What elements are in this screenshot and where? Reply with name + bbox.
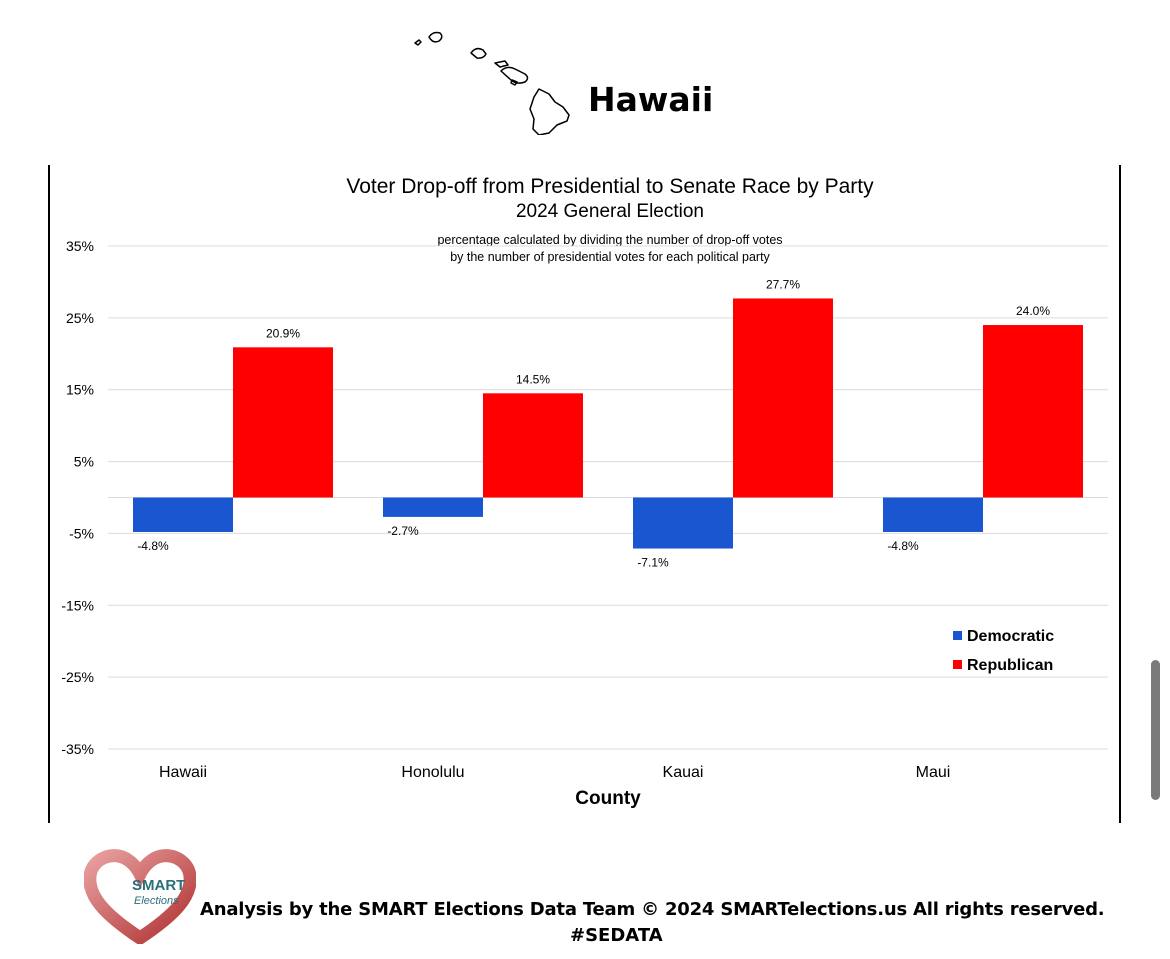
chart-panel: Voter Drop-off from Presidential to Sena… — [48, 165, 1121, 823]
bar-democratic-maui — [883, 497, 983, 532]
bar-democratic-hawaii — [133, 497, 233, 532]
data-label: 27.7% — [766, 277, 800, 291]
chart-note-line-2: by the number of presidential votes for … — [450, 250, 770, 264]
data-label: 14.5% — [516, 372, 550, 386]
chart-subtitle: 2024 General Election — [516, 201, 704, 222]
legend-label-republican: Republican — [967, 657, 1053, 674]
y-tick-label: 25% — [66, 310, 94, 326]
bar-chart: Voter Drop-off from Presidential to Sena… — [61, 175, 1108, 809]
logo-text-smart: SMART — [132, 877, 185, 894]
legend-label-democratic: Democratic — [967, 628, 1054, 645]
data-label: 20.9% — [266, 326, 300, 340]
scrollbar-thumb[interactable] — [1151, 660, 1160, 800]
logo-text-elections: Elections — [134, 895, 179, 907]
bar-republican-honolulu — [483, 393, 583, 498]
footer-hashtag: #SEDATA — [570, 925, 663, 946]
chart-title: Voter Drop-off from Presidential to Sena… — [346, 175, 874, 198]
bar-republican-kauai — [733, 298, 833, 498]
legend-swatch-republican — [953, 660, 962, 669]
data-label: -7.1% — [637, 556, 669, 570]
hawaii-islands-icon — [414, 31, 570, 135]
x-axis-title: County — [575, 788, 641, 809]
legend-swatch-democratic — [953, 631, 962, 640]
bar-republican-hawaii — [233, 347, 333, 498]
bar-republican-maui — [983, 325, 1083, 498]
y-tick-label: 35% — [66, 238, 94, 254]
page-title: Hawaii — [588, 80, 714, 119]
smart-elections-logo: SMART Elections — [84, 849, 196, 944]
bar-democratic-kauai — [633, 497, 733, 549]
x-tick-label: Hawaii — [159, 764, 207, 781]
data-label: -2.7% — [387, 524, 419, 538]
chart-note-line-1: percentage calculated by dividing the nu… — [437, 233, 782, 247]
x-tick-label: Honolulu — [401, 764, 464, 781]
data-label: 24.0% — [1016, 304, 1050, 318]
x-tick-label: Kauai — [663, 764, 704, 781]
y-tick-label: -25% — [61, 669, 94, 685]
footer-credit: Analysis by the SMART Elections Data Tea… — [200, 899, 1105, 920]
y-tick-label: 5% — [74, 454, 94, 470]
data-label: -4.8% — [887, 539, 919, 553]
y-tick-label: 15% — [66, 382, 94, 398]
y-tick-label: -15% — [61, 597, 94, 613]
y-tick-label: -35% — [61, 741, 94, 757]
y-tick-label: -5% — [69, 525, 94, 541]
bar-democratic-honolulu — [383, 497, 483, 517]
data-label: -4.8% — [137, 539, 169, 553]
x-tick-label: Maui — [916, 764, 951, 781]
